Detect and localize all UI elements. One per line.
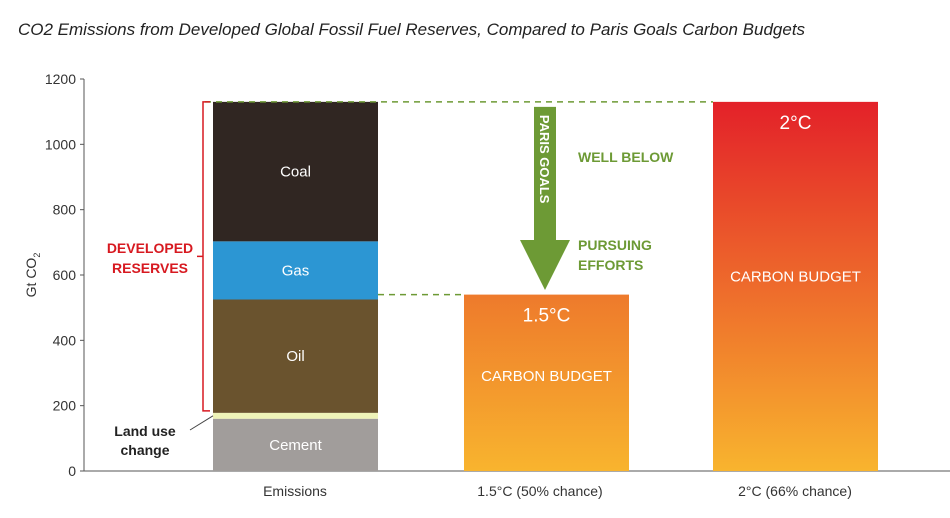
segment-label: Gas (282, 262, 310, 279)
y-tick-label: 600 (53, 267, 77, 283)
y-axis-label-subscript: 2 (32, 253, 42, 258)
y-tick-label: 1200 (45, 71, 76, 87)
pursuing-label: EFFORTS (578, 257, 643, 273)
land-use-pointer (189, 415, 214, 431)
paris-goals-label: PARIS GOALS (537, 115, 552, 204)
bar-segment (213, 418, 378, 471)
bar-segment (213, 241, 378, 300)
developed-reserves-label: DEVELOPED (107, 240, 193, 256)
budget-bar (464, 294, 629, 471)
y-axis-label-main: Gt CO (23, 258, 39, 298)
pursuing-label: PURSUING (578, 237, 652, 253)
budget-temp-label: 1.5°C (523, 306, 571, 327)
well-below-label: WELL BELOW (578, 149, 674, 165)
land-use-label: change (120, 442, 169, 458)
y-tick-label: 200 (53, 398, 77, 414)
budget-temp-label: 2°C (780, 113, 812, 134)
paris-goals-arrow (520, 106, 570, 290)
y-tick-label: 1000 (45, 136, 76, 152)
y-axis-label: Gt CO2 (23, 253, 42, 298)
bar-segment (213, 412, 378, 419)
x-category-label: 1.5°C (50% chance) (477, 483, 602, 499)
x-category-label: 2°C (66% chance) (738, 483, 852, 499)
chart-title: CO2 Emissions from Developed Global Foss… (18, 20, 806, 39)
segment-label: Cement (269, 437, 322, 454)
y-tick-label: 800 (53, 202, 77, 218)
budget-sublabel: CARBON BUDGET (730, 269, 861, 286)
segment-label: Coal (280, 164, 311, 181)
budget-bar (713, 101, 878, 471)
developed-reserves-label: RESERVES (112, 260, 188, 276)
bar-segment (213, 299, 378, 413)
segment-label: Oil (286, 348, 304, 365)
budget-sublabel: CARBON BUDGET (481, 368, 612, 385)
y-tick-label: 0 (68, 463, 76, 479)
y-tick-label: 400 (53, 332, 77, 348)
bar-segment (213, 101, 378, 242)
developed-reserves-bracket (197, 101, 210, 412)
land-use-label: Land use (114, 423, 176, 439)
x-category-label: Emissions (263, 483, 327, 499)
